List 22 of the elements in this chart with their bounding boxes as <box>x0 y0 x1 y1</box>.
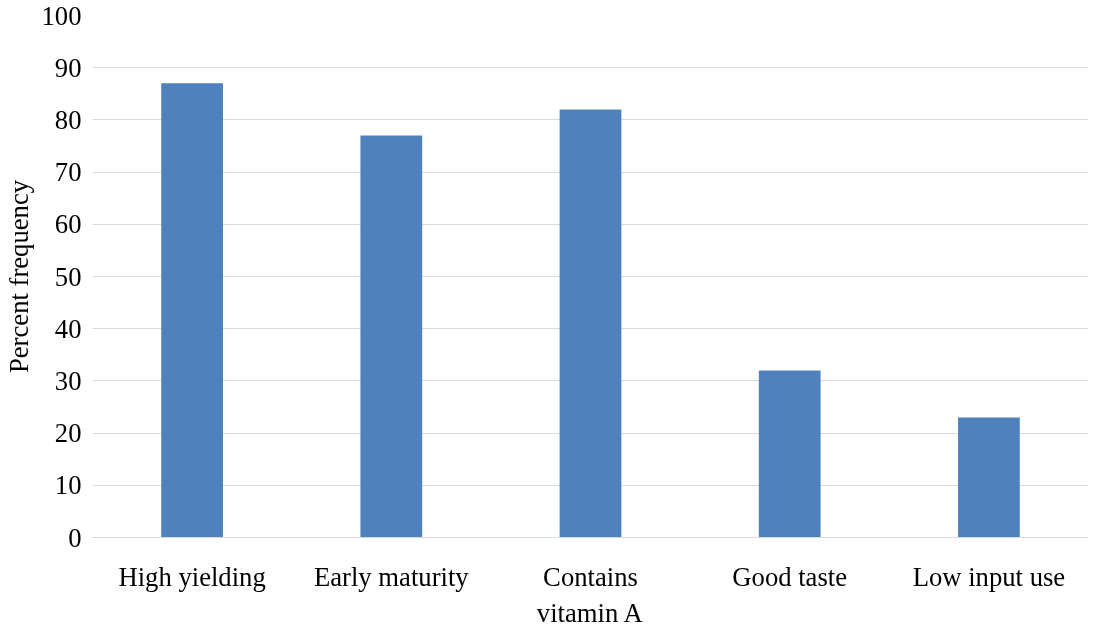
y-tick-label: 30 <box>54 365 82 396</box>
bar <box>360 135 423 538</box>
y-tick-label: 100 <box>41 0 82 31</box>
y-tick-label: 80 <box>54 104 82 135</box>
y-axis-title: Percent frequency <box>3 179 34 374</box>
y-tick-label: 20 <box>54 418 82 449</box>
y-tick-label: 40 <box>54 313 82 344</box>
x-tick-label: Contains vitamin A <box>536 561 644 628</box>
y-tick-label: 70 <box>54 157 82 188</box>
y-tick-label: 90 <box>54 52 82 83</box>
y-tick-label: 10 <box>54 470 82 501</box>
x-tick-label: Good taste <box>732 561 848 592</box>
x-tick-label: Low input use <box>912 561 1066 592</box>
bar <box>758 370 821 538</box>
x-tick-label: Early maturity <box>313 561 470 592</box>
bar <box>958 417 1020 538</box>
bar <box>559 109 622 538</box>
x-tick-label: High yielding <box>118 561 266 592</box>
y-tick-label: 50 <box>54 261 82 292</box>
bar <box>161 83 223 538</box>
y-tick-label: 0 <box>68 522 82 553</box>
y-tick-label: 60 <box>54 209 82 240</box>
